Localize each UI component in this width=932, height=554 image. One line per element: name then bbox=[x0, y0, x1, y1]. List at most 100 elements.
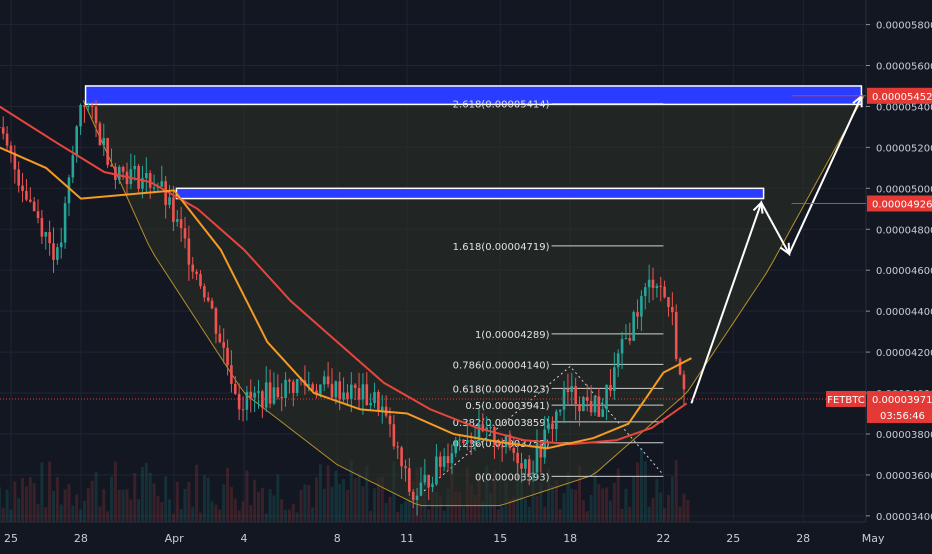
candle-body bbox=[674, 312, 678, 359]
volume-bar bbox=[171, 513, 175, 522]
price-tick-label: 0.00004800 bbox=[876, 225, 932, 236]
volume-bar bbox=[369, 511, 373, 522]
volume-bar bbox=[210, 501, 214, 522]
symbol-label: FETBTC bbox=[827, 395, 865, 406]
time-axis: 25 28 Apr 4 8 11 15 18 22 25 28 May bbox=[0, 521, 885, 545]
volume-bar bbox=[624, 488, 628, 522]
time-tick-label: 8 bbox=[334, 532, 341, 545]
volume-bar bbox=[32, 483, 36, 522]
volume-bar bbox=[682, 493, 686, 522]
candle-body bbox=[392, 424, 396, 447]
volume-bar bbox=[539, 483, 543, 522]
candle-body bbox=[628, 338, 632, 341]
candle-body bbox=[36, 211, 40, 219]
candle-body bbox=[233, 383, 237, 394]
cup-outline bbox=[82, 95, 865, 507]
volume-bar bbox=[206, 477, 210, 522]
volume-bar bbox=[28, 477, 32, 522]
fib-label: 0(0.00003593) bbox=[475, 472, 550, 483]
time-tick-label: 25 bbox=[4, 532, 18, 545]
countdown-box bbox=[867, 406, 932, 423]
volume-bar bbox=[678, 506, 682, 522]
candle-body bbox=[21, 185, 24, 191]
candle-body bbox=[160, 181, 164, 187]
candle-body bbox=[172, 197, 175, 222]
volume-bar bbox=[357, 472, 361, 522]
volume-bar bbox=[605, 487, 609, 522]
candle-body bbox=[288, 379, 291, 382]
volume-bar bbox=[179, 509, 183, 522]
candle-body bbox=[516, 452, 519, 464]
volume-bar bbox=[315, 477, 319, 522]
candle-body bbox=[141, 178, 144, 189]
volume-bar bbox=[550, 484, 554, 522]
volume-bar bbox=[396, 512, 400, 522]
candle-body bbox=[307, 384, 311, 386]
candle-body bbox=[0, 126, 1, 128]
candle-body bbox=[295, 379, 299, 393]
volume-bar bbox=[260, 487, 264, 522]
time-tick-label: May bbox=[862, 532, 885, 545]
candle-body bbox=[284, 379, 287, 399]
volume-bar bbox=[373, 488, 377, 522]
candle-body bbox=[597, 396, 601, 417]
candle-body bbox=[524, 459, 527, 469]
fib-label: 2.618(0.00005414) bbox=[453, 100, 550, 111]
volume-bar bbox=[608, 500, 612, 522]
candle-body bbox=[350, 384, 353, 400]
candle-body bbox=[667, 297, 670, 308]
candle-body bbox=[427, 474, 430, 488]
candle-body bbox=[87, 106, 90, 108]
candle-body bbox=[334, 381, 338, 398]
price-tick-label: 0.00005400 bbox=[876, 102, 932, 113]
volume-bar bbox=[674, 460, 678, 522]
candle-body bbox=[71, 155, 75, 178]
candle-body bbox=[411, 491, 415, 500]
candle-body bbox=[593, 396, 597, 413]
candle-body bbox=[357, 388, 361, 400]
candle-body bbox=[578, 404, 581, 412]
candle-body bbox=[377, 391, 380, 412]
candle-body bbox=[566, 388, 570, 393]
volume-bar bbox=[137, 499, 141, 522]
candle-body bbox=[280, 397, 283, 399]
volume-bar bbox=[578, 465, 582, 522]
candle-body bbox=[609, 384, 612, 391]
candle-body bbox=[527, 459, 531, 474]
candle-body bbox=[423, 474, 427, 483]
volume-bar bbox=[144, 463, 148, 522]
time-tick-label: Apr bbox=[165, 532, 185, 545]
volume-bar bbox=[574, 489, 578, 522]
time-tick-label: 22 bbox=[656, 532, 670, 545]
candle-body bbox=[272, 387, 276, 404]
candle-body bbox=[110, 164, 113, 167]
volume-bar bbox=[9, 509, 13, 522]
candle-body bbox=[361, 384, 365, 400]
volume-bar bbox=[380, 476, 384, 522]
volume-bar bbox=[322, 488, 326, 522]
candle-body bbox=[145, 173, 148, 179]
candle-body bbox=[415, 495, 419, 500]
volume-bar bbox=[245, 470, 249, 522]
candle-body bbox=[133, 166, 137, 170]
projection-arrowhead bbox=[752, 200, 764, 214]
candle-body bbox=[613, 367, 616, 391]
volume-bar bbox=[547, 468, 551, 522]
price-tick-label: 0.00003800 bbox=[876, 430, 932, 441]
candle-body bbox=[442, 456, 446, 467]
volume-bar bbox=[481, 501, 485, 522]
candle-body bbox=[191, 264, 195, 272]
candle-body bbox=[682, 374, 686, 390]
volume-bar bbox=[125, 489, 129, 522]
volume-bar bbox=[342, 479, 346, 522]
volume-bar bbox=[651, 497, 655, 522]
volume-bar bbox=[473, 495, 477, 522]
volume-bar bbox=[140, 466, 144, 522]
volume-bar bbox=[338, 484, 342, 522]
time-tick-label: 15 bbox=[493, 532, 507, 545]
volume-bar bbox=[21, 477, 25, 522]
price-tick-label: 0.00005000 bbox=[876, 184, 932, 195]
volume-bar bbox=[90, 480, 94, 522]
